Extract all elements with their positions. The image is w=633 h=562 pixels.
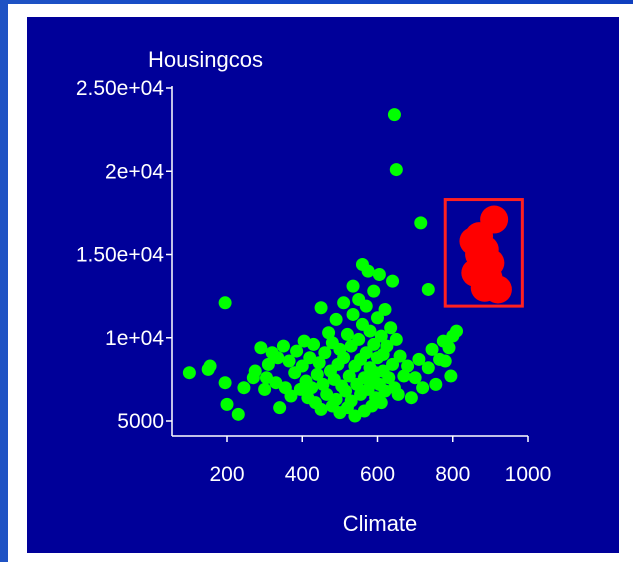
data-point <box>218 296 232 310</box>
highlighted-point <box>480 205 509 234</box>
x-tick-label: 200 <box>209 463 244 486</box>
data-point <box>316 377 330 391</box>
data-point <box>342 369 356 383</box>
y-tick-label: 1.50e+04 <box>76 244 164 267</box>
data-point <box>414 216 428 230</box>
data-point <box>382 371 396 385</box>
x-tick-label: 600 <box>360 463 395 486</box>
data-point <box>374 396 388 410</box>
data-point <box>346 279 360 293</box>
x-axis-title: Climate <box>343 511 418 536</box>
y-axis-title: Housingcos <box>148 47 263 72</box>
data-point <box>337 351 351 365</box>
data-point <box>367 284 381 298</box>
y-tick-label: 2e+04 <box>105 160 164 183</box>
data-point <box>248 364 262 378</box>
data-point <box>442 341 456 355</box>
data-point <box>261 357 275 371</box>
data-point <box>352 332 366 346</box>
data-points <box>182 108 512 423</box>
data-point <box>401 359 415 373</box>
data-point <box>361 264 375 278</box>
data-point <box>322 326 336 340</box>
data-point <box>359 299 373 313</box>
data-point <box>367 337 381 351</box>
data-point <box>290 344 304 358</box>
data-point <box>284 389 298 403</box>
data-point <box>340 327 354 341</box>
data-point <box>182 366 196 380</box>
data-point <box>384 321 398 335</box>
data-point <box>346 307 360 321</box>
data-point <box>220 397 234 411</box>
highlighted-point <box>465 240 494 269</box>
data-point <box>312 356 326 370</box>
data-point <box>389 332 403 346</box>
x-tick-label: 800 <box>435 463 470 486</box>
data-point <box>421 282 435 296</box>
y-tick-label: 1e+04 <box>105 327 164 350</box>
selection-box[interactable] <box>443 198 524 308</box>
data-point <box>254 341 268 355</box>
data-point <box>363 324 377 338</box>
data-point <box>337 296 351 310</box>
data-point <box>374 329 388 343</box>
data-point <box>329 392 343 406</box>
data-point <box>416 381 430 395</box>
data-point <box>386 274 400 288</box>
data-point <box>271 351 285 365</box>
data-point <box>444 369 458 383</box>
data-point <box>307 337 321 351</box>
data-point <box>314 301 328 315</box>
data-point <box>339 384 353 398</box>
data-point <box>378 302 392 316</box>
highlighted-point <box>470 273 499 302</box>
data-point <box>393 349 407 363</box>
plot-panel <box>27 17 619 553</box>
data-point <box>314 402 328 416</box>
data-point <box>305 381 319 395</box>
data-point <box>429 377 443 391</box>
x-tick-label: 1000 <box>505 463 552 486</box>
x-tick-label: 400 <box>285 463 320 486</box>
y-tick-label: 5000 <box>117 410 164 433</box>
data-point <box>380 339 394 353</box>
data-point <box>237 381 251 395</box>
data-point <box>318 346 332 360</box>
data-point <box>203 359 217 373</box>
data-point <box>438 354 452 368</box>
data-point <box>258 382 272 396</box>
data-point <box>421 361 435 375</box>
x-axis-ticks: 200 400 600 800 1000 <box>209 436 551 486</box>
data-point <box>372 267 386 281</box>
data-point <box>391 387 405 401</box>
data-point <box>397 369 411 383</box>
data-point <box>273 401 287 415</box>
data-point <box>389 163 403 177</box>
data-point <box>276 339 290 353</box>
data-point <box>218 376 232 390</box>
data-point <box>404 391 418 405</box>
data-point <box>408 371 422 385</box>
data-point <box>387 108 401 122</box>
data-point <box>371 311 384 325</box>
y-tick-label: 2.50e+04 <box>76 77 164 100</box>
data-point <box>425 342 439 356</box>
data-point <box>310 367 324 381</box>
data-point <box>329 312 343 326</box>
data-point <box>295 359 309 373</box>
data-point <box>282 354 296 368</box>
data-point <box>412 352 426 366</box>
data-point <box>450 324 464 338</box>
data-point <box>386 357 400 371</box>
data-point <box>231 407 245 421</box>
data-point <box>359 346 373 360</box>
y-axis-ticks: 5000 1e+04 1.50e+04 2e+04 2.50e+04 <box>76 77 172 433</box>
data-point <box>344 394 358 408</box>
